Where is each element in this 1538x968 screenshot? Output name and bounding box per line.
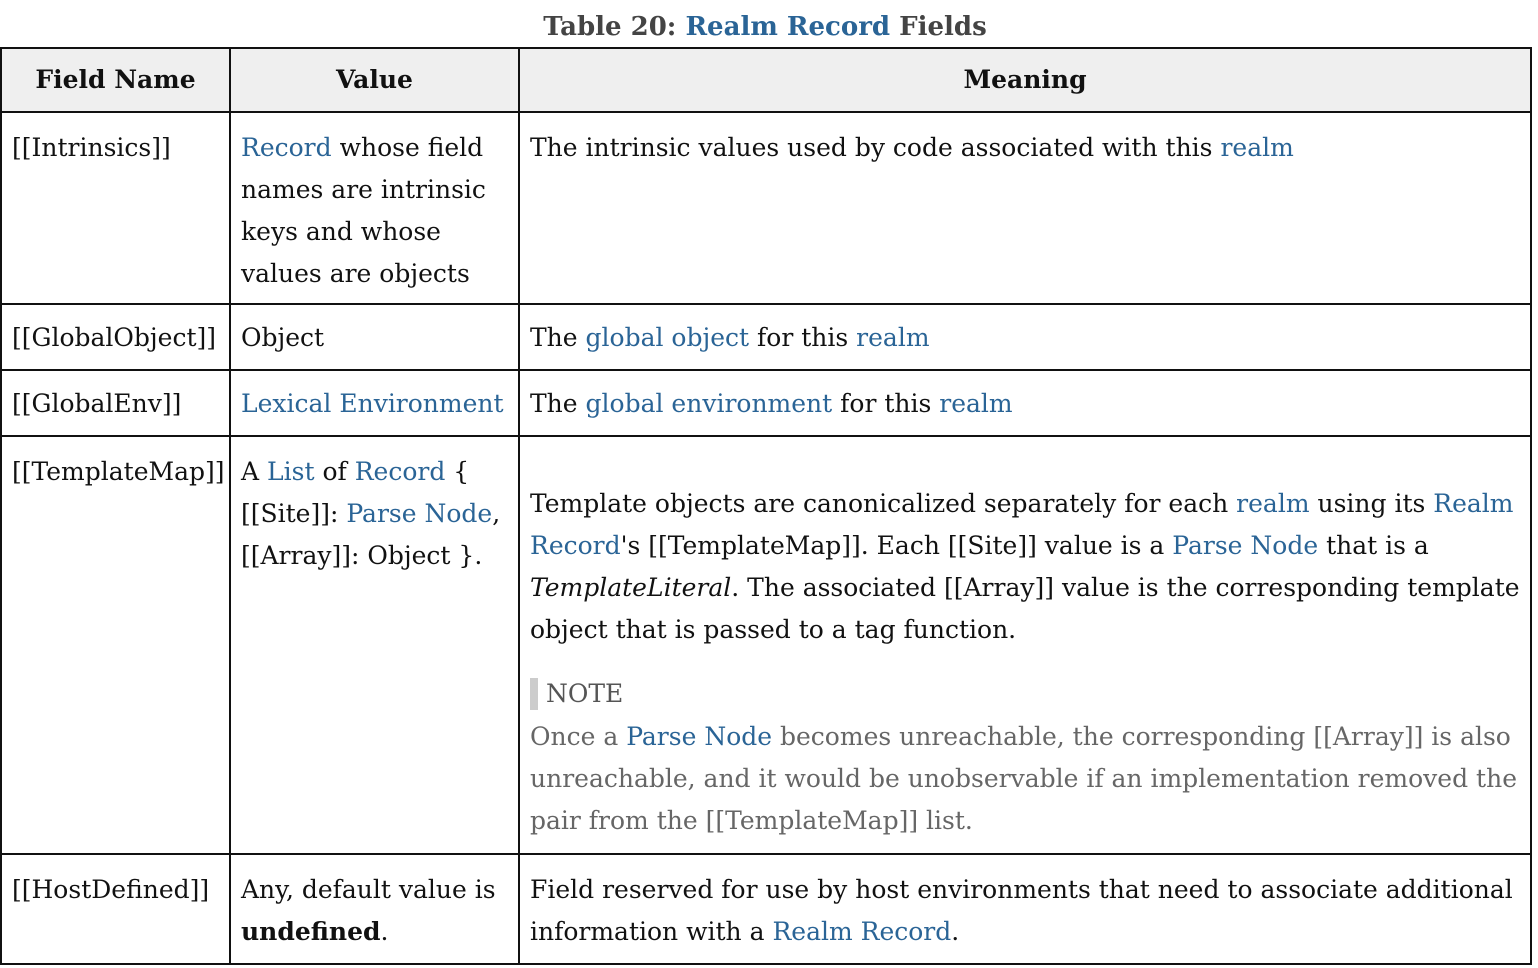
link-global-environment[interactable]: global environment xyxy=(585,389,833,418)
meaning-cell: The global environment for this realm xyxy=(518,369,1532,437)
field-name-cell: [[HostDefined]] xyxy=(0,853,231,965)
table-header-row: Field Name Value Meaning xyxy=(0,47,1532,113)
meaning-text: . xyxy=(951,917,960,946)
meaning-text: 's [[TemplateMap]]. Each [[Site]] value … xyxy=(620,531,1173,560)
meaning-text: The intrinsic values used by code associ… xyxy=(530,133,1221,162)
value-cell: A List of Record { [[Site]]: Parse Node,… xyxy=(229,435,520,855)
template-literal-term: TemplateLiteral xyxy=(530,573,732,602)
meaning-text: . The associated [[Array]] value is the … xyxy=(530,573,1520,644)
link-realm[interactable]: realm xyxy=(939,389,1013,418)
link-realm[interactable]: realm xyxy=(1220,133,1294,162)
note-box: NOTE Once a Parse Node becomes unreachab… xyxy=(530,673,1520,842)
meaning-paragraph: Template objects are canonicalized separ… xyxy=(530,483,1520,651)
field-name-cell: [[GlobalEnv]] xyxy=(0,369,231,437)
caption-suffix: Fields xyxy=(890,12,987,42)
realm-record-fields-table: Field Name Value Meaning [[Intrinsics]] … xyxy=(0,47,1532,965)
table-row-global-object: [[GlobalObject]] Object The global objec… xyxy=(0,303,1532,371)
value-text: , [[Array]]: Object }. xyxy=(241,499,501,570)
table-row-host-defined: [[HostDefined]] Any, default value is un… xyxy=(0,853,1532,965)
link-list[interactable]: List xyxy=(267,457,315,486)
link-global-object[interactable]: global object xyxy=(585,323,750,352)
value-cell: Record whose field names are intrinsic k… xyxy=(229,111,520,305)
table-caption: Table 20: Realm Record Fields xyxy=(0,10,1530,44)
value-text: of xyxy=(314,457,355,486)
link-realm[interactable]: realm xyxy=(1236,489,1310,518)
undefined-term: undefined xyxy=(241,917,381,946)
note-text-part: Once a xyxy=(530,722,627,751)
link-parse-node[interactable]: Parse Node xyxy=(626,722,773,751)
meaning-text: The xyxy=(530,323,586,352)
meaning-text: for this xyxy=(749,323,857,352)
meaning-text: using its xyxy=(1309,489,1434,518)
meaning-text: The xyxy=(530,389,586,418)
table-row-template-map: [[TemplateMap]] A List of Record { [[Sit… xyxy=(0,435,1532,855)
field-name-cell: [[TemplateMap]] xyxy=(0,435,231,855)
link-record[interactable]: Record xyxy=(354,457,446,486)
field-name-cell: [[Intrinsics]] xyxy=(0,111,231,305)
value-text: . xyxy=(380,917,389,946)
link-realm-record[interactable]: Realm Record xyxy=(530,489,1514,560)
value-text: { [[Site]]: xyxy=(241,457,470,528)
value-cell: Lexical Environment xyxy=(229,369,520,437)
value-text: Any, default value is xyxy=(241,875,496,904)
meaning-text: Template objects are canonicalized separ… xyxy=(530,489,1237,518)
header-field-name: Field Name xyxy=(0,47,231,113)
link-realm[interactable]: realm xyxy=(856,323,930,352)
header-value: Value xyxy=(229,47,520,113)
link-parse-node[interactable]: Parse Node xyxy=(1172,531,1319,560)
value-cell: Object xyxy=(229,303,520,371)
meaning-text: for this xyxy=(832,389,940,418)
meaning-cell: Field reserved for use by host environme… xyxy=(518,853,1532,965)
caption-prefix: Table 20: xyxy=(543,12,686,42)
field-name-cell: [[GlobalObject]] xyxy=(0,303,231,371)
link-record[interactable]: Record xyxy=(241,133,332,162)
link-realm-record[interactable]: Realm Record xyxy=(772,917,952,946)
table-row-intrinsics: [[Intrinsics]] Record whose field names … xyxy=(0,111,1532,305)
meaning-cell: The global object for this realm xyxy=(518,303,1532,371)
value-cell: Any, default value is undefined. xyxy=(229,853,520,965)
link-parse-node[interactable]: Parse Node xyxy=(346,499,493,528)
table-row-global-env: [[GlobalEnv]] Lexical Environment The gl… xyxy=(0,369,1532,437)
link-lexical-environment[interactable]: Lexical Environment xyxy=(241,389,504,418)
note-text-part: becomes unreachable, the corresponding [… xyxy=(530,722,1517,835)
meaning-cell: The intrinsic values used by code associ… xyxy=(518,111,1532,305)
header-meaning: Meaning xyxy=(518,47,1532,113)
value-text: A xyxy=(241,457,268,486)
caption-link-realm-record[interactable]: Realm Record xyxy=(685,12,891,42)
meaning-cell: Template objects are canonicalized separ… xyxy=(518,435,1532,855)
value-text: whose field names are intrinsic keys and… xyxy=(241,133,486,288)
meaning-text: that is a xyxy=(1318,531,1429,560)
note-label: NOTE xyxy=(530,678,623,710)
meaning-text: Field reserved for use by host environme… xyxy=(530,875,1513,946)
note-text: Once a Parse Node becomes unreachable, t… xyxy=(530,716,1520,842)
